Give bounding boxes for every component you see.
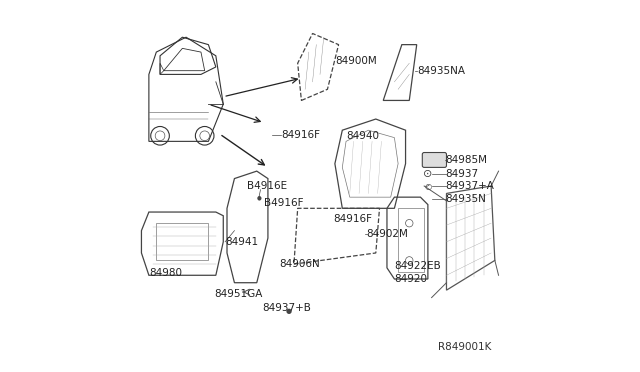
Text: ○: ○ — [424, 182, 431, 190]
Text: ●: ● — [285, 308, 291, 314]
Text: B4916F: B4916F — [264, 198, 304, 208]
Text: R849001K: R849001K — [438, 341, 491, 352]
Text: 84937+B: 84937+B — [262, 303, 311, 312]
Text: 84906N: 84906N — [279, 259, 320, 269]
Text: 84900M: 84900M — [335, 57, 376, 66]
Text: 84951GA: 84951GA — [214, 289, 262, 299]
Text: 84937+A: 84937+A — [445, 181, 495, 191]
Text: ●: ● — [257, 195, 261, 201]
Text: 84935NA: 84935NA — [417, 66, 465, 76]
Text: 84985M: 84985M — [445, 155, 488, 165]
Text: 84940: 84940 — [346, 131, 380, 141]
FancyBboxPatch shape — [422, 153, 447, 167]
Text: 84941: 84941 — [225, 237, 259, 247]
Text: 84916F: 84916F — [281, 130, 320, 140]
Text: 84916F: 84916F — [333, 215, 372, 224]
Text: 84922EB: 84922EB — [394, 261, 441, 271]
Text: 84935N: 84935N — [445, 194, 486, 204]
Text: B4916E: B4916E — [248, 181, 287, 191]
Text: 84980: 84980 — [149, 269, 182, 278]
Text: 84937: 84937 — [445, 169, 479, 179]
Text: ⊙: ⊙ — [423, 169, 433, 179]
Text: 84902M: 84902M — [367, 230, 408, 239]
Text: 84920: 84920 — [394, 274, 428, 284]
